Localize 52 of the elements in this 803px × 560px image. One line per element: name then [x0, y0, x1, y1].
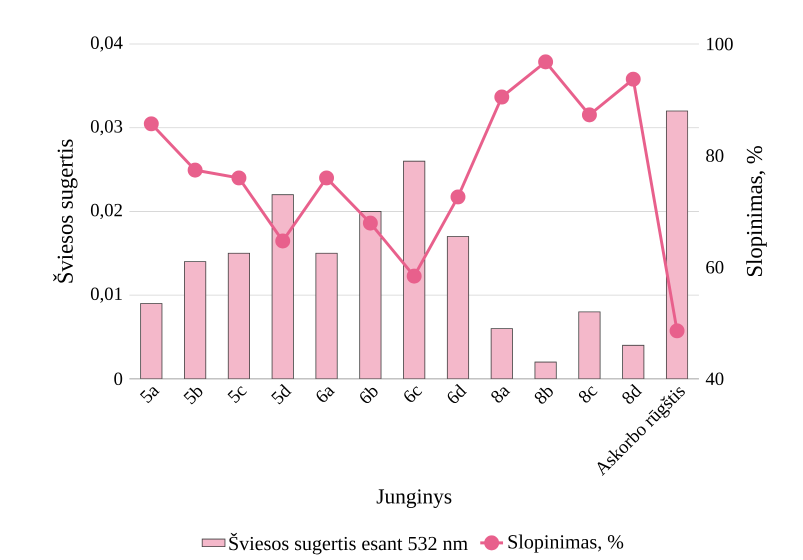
y-tick-label: 0,04 — [90, 36, 123, 52]
point — [275, 233, 290, 248]
x-tick-label: 6a — [316, 387, 336, 402]
x-axis-title: Junginys — [376, 489, 452, 508]
x-tick-label: 6d — [448, 384, 467, 403]
y-axis-title: Šviesos sugertis — [53, 139, 78, 283]
point — [670, 323, 685, 338]
x-tick-label: 5d — [271, 384, 292, 404]
y2-tick-label: 80 — [706, 149, 724, 162]
point — [450, 189, 466, 204]
point — [144, 116, 159, 132]
bar — [622, 344, 644, 379]
point — [188, 162, 203, 178]
x-tick-label: 6c — [404, 386, 422, 402]
y2-tick-label: 40 — [706, 372, 724, 386]
x-tick-label: 8d — [622, 384, 642, 404]
point — [362, 216, 378, 230]
bar — [359, 210, 382, 379]
point — [406, 268, 422, 284]
bar — [666, 110, 688, 379]
y-tick-label: 0,02 — [90, 204, 122, 219]
bar — [446, 236, 470, 379]
x-tick-label: 5a — [140, 387, 160, 403]
bar — [140, 302, 162, 379]
y2-tick-label: 100 — [707, 38, 733, 50]
bar — [315, 252, 338, 379]
bar — [534, 362, 557, 379]
x-tick-label: 5b — [183, 388, 202, 404]
x-tick-label: 5c — [228, 386, 247, 403]
bar — [403, 160, 426, 379]
x-tick-label: 8c — [578, 386, 598, 402]
point — [231, 170, 246, 186]
point — [582, 107, 597, 122]
bar — [490, 328, 513, 379]
y-tick-label: 0,01 — [90, 287, 122, 303]
x-tick-label: 6b — [360, 388, 378, 403]
bar — [578, 311, 600, 379]
bar — [272, 194, 294, 379]
point — [319, 170, 334, 186]
point — [626, 72, 641, 87]
x-tick-label: 8a — [491, 387, 510, 402]
y-tick-label: 0 — [114, 372, 122, 386]
point — [538, 54, 554, 70]
y2-tick-label: 60 — [706, 260, 724, 274]
legend-label: Šviesos sugertis esant 532 nm — [229, 532, 468, 554]
point — [494, 89, 510, 104]
y2-axis-title: Slopinimas, % — [746, 146, 767, 276]
x-tick-label: 8b — [534, 388, 553, 404]
bar — [184, 261, 206, 379]
y-tick-label: 0,03 — [90, 120, 122, 136]
legend-label: Slopinimas, % — [508, 534, 624, 553]
bar — [228, 252, 250, 379]
